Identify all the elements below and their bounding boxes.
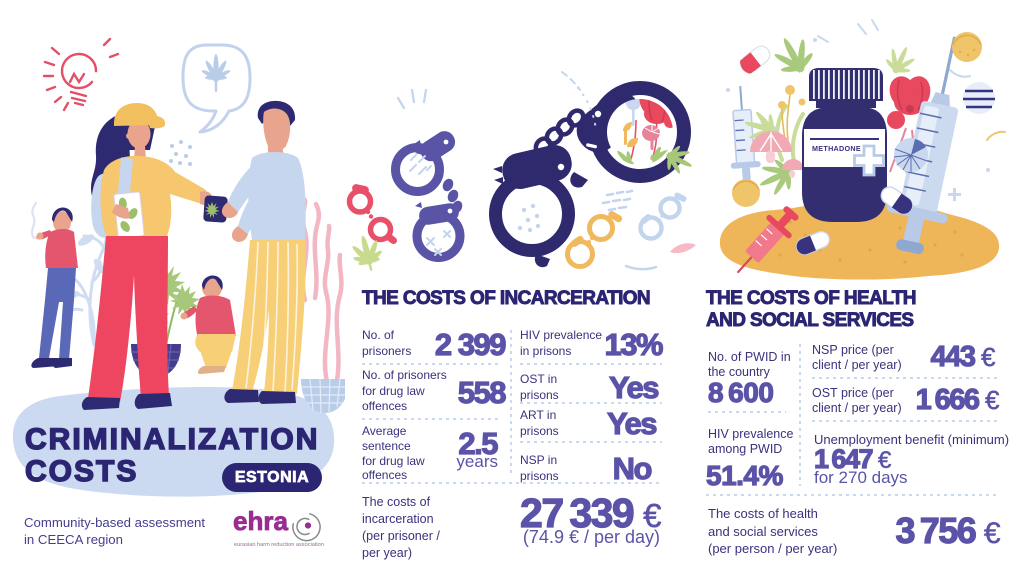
svg-text:METHADONE: METHADONE — [812, 144, 861, 153]
